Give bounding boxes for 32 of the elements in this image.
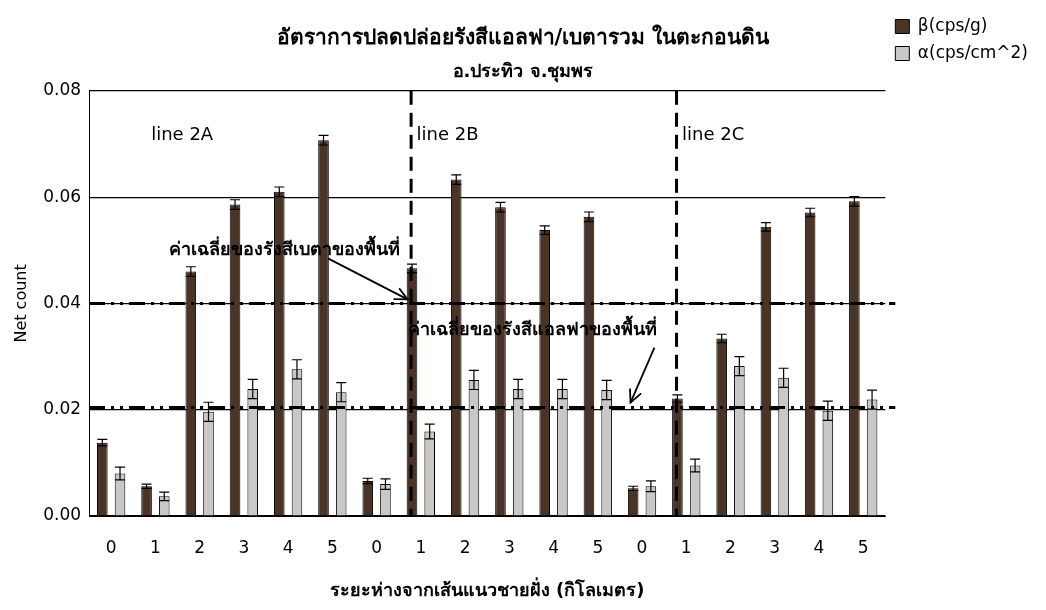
x-tick-label: 1 [415,536,427,557]
x-tick-label: 3 [238,536,250,557]
x-tick-label: 4 [282,536,294,557]
annotation: line 2A [151,123,214,145]
x-tick-label: 2 [194,536,206,557]
y-tick-label: 0.08 [43,79,82,100]
x-tick-label: 5 [857,536,869,557]
x-tick-label: 4 [813,536,825,557]
y-axis-title: Net count [10,264,30,343]
chart-title: อัตราการปลดปล่อยรังสีแอลฟา/เบตารวม ในตะกอนดิน [276,24,771,50]
x-tick-label: 5 [592,536,604,557]
x-tick-label: 3 [769,536,781,557]
legend-label: α(cps/cm^2) [917,41,1029,62]
y-tick-label: 0.04 [43,291,82,312]
y-tick-label: 0.02 [43,398,82,419]
x-tick-label: 4 [548,536,559,557]
annotation: line 2B [416,123,479,145]
x-tick-label: 0 [105,536,117,557]
x-axis-title: ระยะห่างจากเส้นแนวชายฝั่ง (กิโลเมตร) [329,576,645,600]
x-tick-label: 0 [371,536,383,557]
annotation: line 2C [682,123,745,145]
x-tick-label: 2 [725,536,736,557]
x-tick-label: 5 [326,536,338,557]
x-tick-label: 3 [503,536,515,557]
x-tick-label: 1 [149,536,161,557]
y-tick-label: 0.00 [43,504,82,525]
y-tick-label: 0.06 [43,185,82,206]
legend-label: β(cps/g) [917,14,988,35]
chart-subtitle: อ.ประทิว จ.ชุมพร [452,59,594,83]
x-tick-label: 2 [459,536,471,557]
x-tick-label: 0 [636,536,648,557]
x-tick-label: 1 [680,536,692,557]
